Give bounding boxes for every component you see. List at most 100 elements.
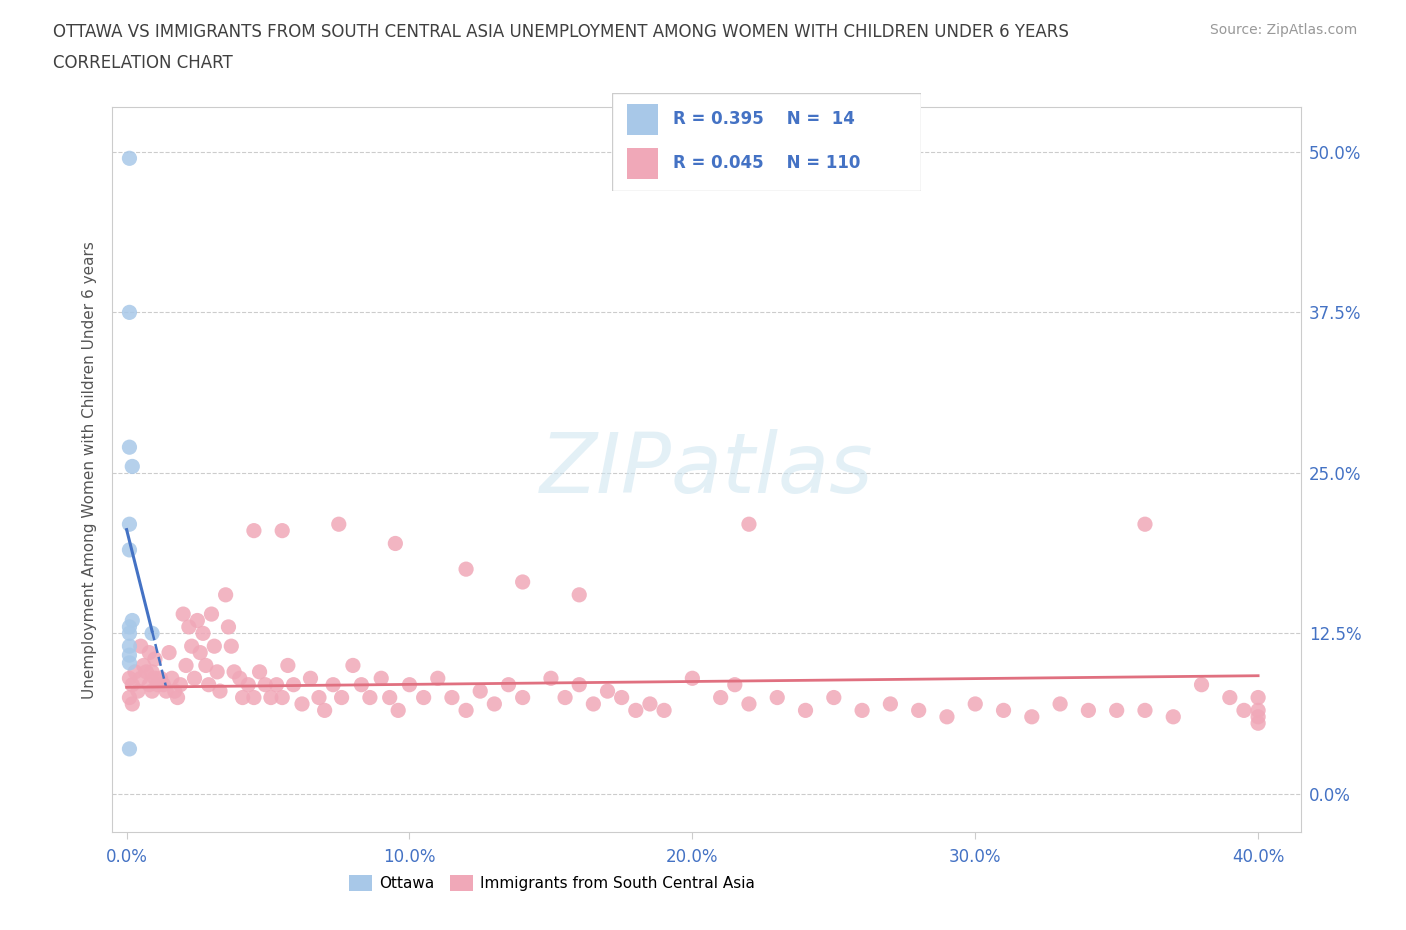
Point [121,677,143,692]
Point [724,677,747,692]
Point [568,588,591,603]
Point [186,613,208,628]
Point [291,697,314,711]
Point [118,647,141,662]
Point [498,677,520,692]
Point [596,684,619,698]
Point [224,664,246,679]
Point [271,524,294,538]
Point [277,658,299,673]
Point [217,619,239,634]
Point [118,517,141,532]
Point [208,684,231,698]
Point [1247,690,1270,705]
Point [149,671,172,685]
Point [138,645,160,660]
Point [1133,517,1156,532]
Point [121,697,143,711]
Point [1077,703,1099,718]
Point [141,626,163,641]
Point [266,677,288,692]
Point [183,671,205,685]
Point [540,671,562,685]
Point [936,710,959,724]
Point [484,697,506,711]
Point [202,639,225,654]
Point [172,606,194,621]
Bar [627,104,658,135]
Point [118,690,141,705]
Point [166,690,188,705]
Point [214,588,236,603]
Point [993,703,1015,718]
Point [141,684,163,698]
Point [271,690,294,705]
Point [359,690,381,705]
Point [132,658,155,673]
Point [554,690,576,705]
Point [169,677,191,692]
Point [308,690,330,705]
Point [141,664,163,679]
Point [146,677,169,692]
Point [370,671,392,685]
Point [1219,690,1241,705]
Point [118,656,141,671]
Point [907,703,929,718]
Point [582,697,605,711]
Point [1191,677,1213,692]
Point [1247,716,1270,731]
Point [118,305,141,320]
Text: OTTAWA VS IMMIGRANTS FROM SOUTH CENTRAL ASIA UNEMPLOYMENT AMONG WOMEN WITH CHILD: OTTAWA VS IMMIGRANTS FROM SOUTH CENTRAL … [53,23,1070,41]
Point [738,517,761,532]
Point [177,619,200,634]
Point [342,658,364,673]
Text: Source: ZipAtlas.com: Source: ZipAtlas.com [1209,23,1357,37]
Text: ZIPatlas: ZIPatlas [540,429,873,511]
Point [118,639,141,654]
Point [118,151,141,166]
Point [129,639,152,654]
Point [350,677,373,692]
Point [794,703,817,718]
Point [299,671,322,685]
Point [118,619,141,634]
Point [163,684,186,698]
Point [1161,710,1184,724]
Point [118,440,141,455]
Point [710,690,733,705]
Point [851,703,873,718]
Point [1233,703,1256,718]
Point [121,613,143,628]
Point [328,517,350,532]
Point [283,677,305,692]
Point [470,684,492,698]
Point [454,562,477,577]
Point [823,690,845,705]
Point [681,671,703,685]
Point [229,671,252,685]
Point [155,684,177,698]
Point [232,690,254,705]
Point [260,690,283,705]
Point [121,459,143,474]
Point [512,690,534,705]
Point [398,677,420,692]
Point [157,645,180,660]
Point [143,671,166,685]
Point [965,697,987,711]
Text: R = 0.045    N = 110: R = 0.045 N = 110 [673,154,860,172]
Point [426,671,449,685]
Point [180,639,202,654]
Point [124,664,146,679]
Point [118,626,141,641]
Point [1021,710,1043,724]
Point [314,703,336,718]
Point [322,677,344,692]
Legend: Ottawa, Immigrants from South Central Asia: Ottawa, Immigrants from South Central As… [343,869,762,897]
Point [610,690,633,705]
Text: CORRELATION CHART: CORRELATION CHART [53,54,233,72]
Point [454,703,477,718]
Point [118,741,141,756]
Point [387,703,409,718]
